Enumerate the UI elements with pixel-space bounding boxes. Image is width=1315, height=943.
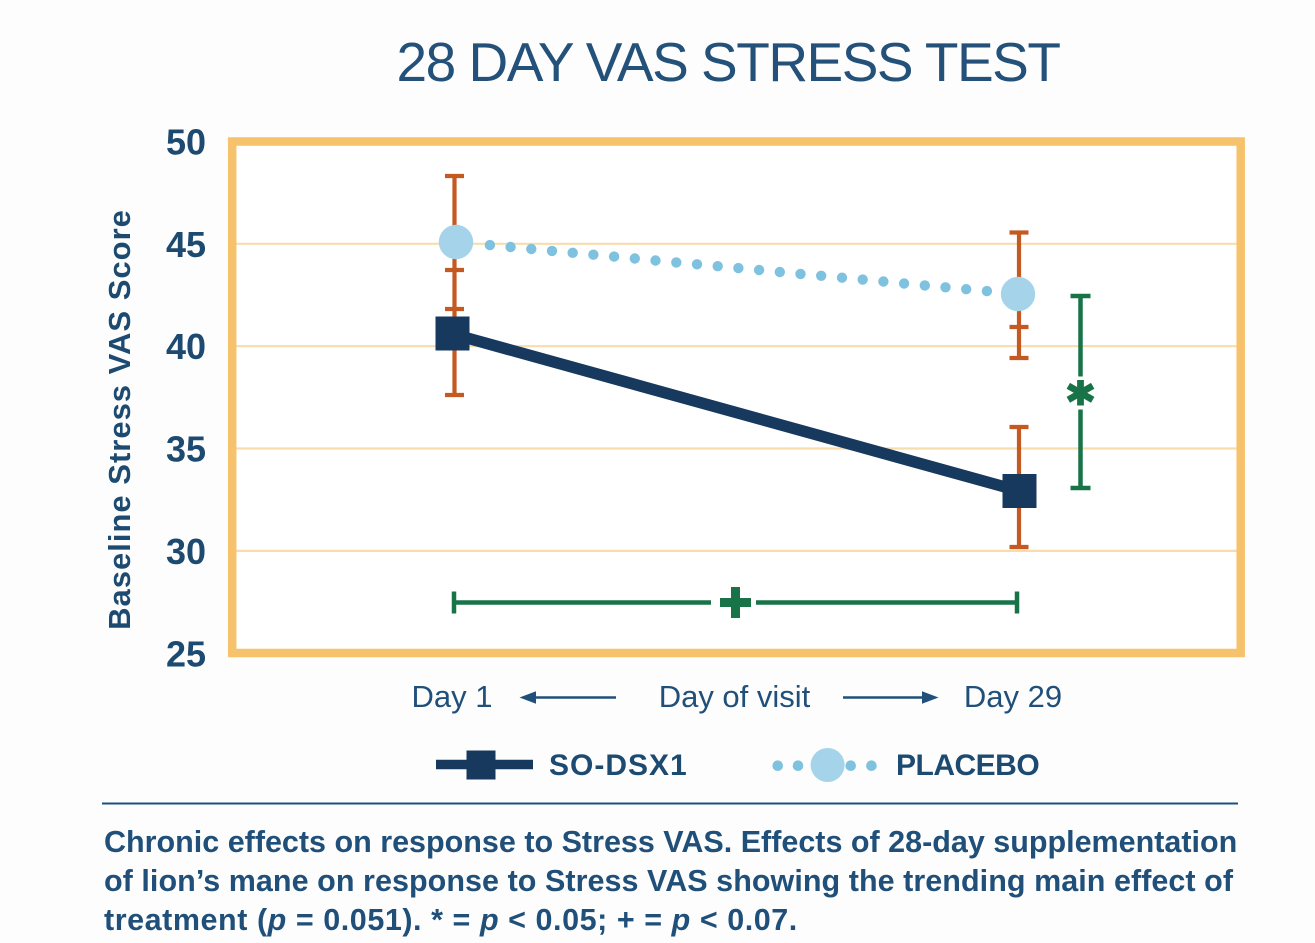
svg-text:30: 30 bbox=[166, 531, 206, 572]
svg-text:of lion’s mane on response to: of lion’s mane on response to Stress VAS… bbox=[104, 864, 1234, 898]
svg-text:Day 29: Day 29 bbox=[964, 679, 1062, 714]
svg-text:treatment (p = 0.051). * = p <: treatment (p = 0.051). * = p < 0.05; + =… bbox=[104, 903, 798, 937]
svg-text:Day of visit: Day of visit bbox=[659, 679, 811, 714]
svg-text:40: 40 bbox=[166, 326, 206, 367]
svg-text:Chronic effects on response to: Chronic effects on response to Stress VA… bbox=[104, 825, 1237, 859]
svg-text:PLACEBO: PLACEBO bbox=[896, 749, 1039, 782]
svg-text:28 DAY VAS STRESS TEST: 28 DAY VAS STRESS TEST bbox=[397, 31, 1061, 93]
svg-text:25: 25 bbox=[166, 633, 206, 674]
svg-text:50: 50 bbox=[166, 122, 206, 163]
svg-text:Day 1: Day 1 bbox=[412, 679, 493, 714]
svg-text:45: 45 bbox=[166, 224, 206, 265]
svg-text:Baseline Stress VAS Score: Baseline Stress VAS Score bbox=[102, 209, 137, 630]
svg-text:SO-DSX1: SO-DSX1 bbox=[549, 749, 688, 782]
svg-text:35: 35 bbox=[166, 429, 206, 470]
